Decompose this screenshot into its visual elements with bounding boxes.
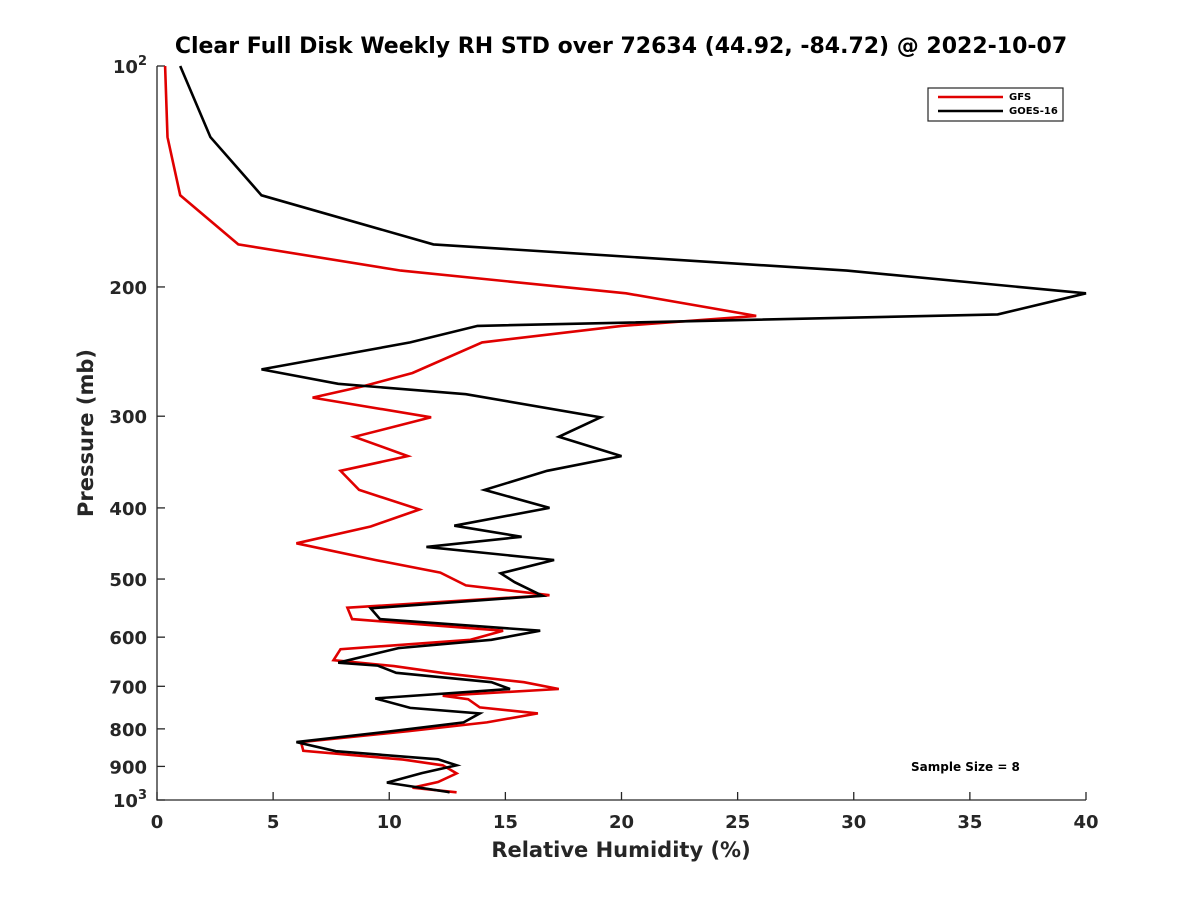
x-axis-label: Relative Humidity (%): [491, 838, 750, 862]
y-tick-label: 400: [109, 499, 147, 520]
y-tick-label: 300: [109, 407, 147, 428]
y-axis-ticks: 102 200 300 400 500 600 700 800 900 103: [109, 54, 165, 812]
y-tick-label: 500: [109, 570, 147, 591]
y-tick-label: 200: [109, 278, 147, 299]
legend-label-gfs: GFS: [1009, 92, 1031, 103]
y-tick-label: 600: [109, 628, 147, 649]
x-axis-ticks: 0 5 10 15 20 25 30 35 40: [151, 792, 1099, 833]
chart-legend: GFS GOES-16: [927, 87, 1064, 122]
y-tick-label: 103: [113, 788, 147, 812]
x-tick-label: 25: [725, 812, 750, 833]
x-tick-label: 30: [841, 812, 866, 833]
series-layer: [163, 65, 1087, 794]
x-tick-label: 10: [377, 812, 402, 833]
x-tick-label: 15: [493, 812, 518, 833]
chart-title: Clear Full Disk Weekly RH STD over 72634…: [175, 34, 1067, 59]
legend-box: [927, 87, 1064, 122]
axis-frame: [156, 66, 1086, 801]
x-tick-label: 5: [267, 812, 280, 833]
y-tick-label: 102: [113, 54, 147, 78]
x-tick-label: 40: [1073, 812, 1098, 833]
y-axis-label: Pressure (mb): [74, 349, 98, 517]
legend-label-goes16: GOES-16: [1009, 106, 1058, 117]
x-tick-label: 35: [957, 812, 982, 833]
x-tick-label: 0: [151, 812, 164, 833]
series-line-gfs: [163, 65, 757, 794]
y-tick-label: 900: [109, 757, 147, 778]
sample-size-annotation: Sample Size = 8: [911, 760, 1020, 774]
y-tick-label: 700: [109, 677, 147, 698]
x-tick-label: 20: [609, 812, 634, 833]
y-tick-label: 800: [109, 720, 147, 741]
series-line-goes-16: [179, 65, 1087, 794]
